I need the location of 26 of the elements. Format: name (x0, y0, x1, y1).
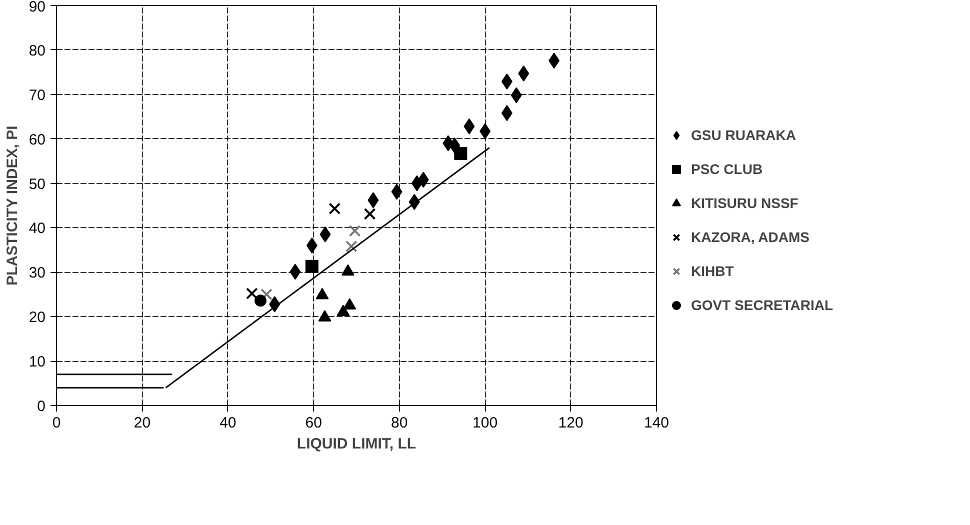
y-tick-label: 80 (28, 42, 46, 60)
legend-label: PSC CLUB (691, 161, 763, 177)
legend-label: GSU RUARAKA (691, 127, 796, 143)
y-tick-label: 10 (28, 354, 46, 371)
y-tick-label: 30 (28, 264, 46, 282)
x-tick-label: 100 (472, 414, 498, 432)
x-axis-title: LIQUID LIMIT, LL (296, 436, 416, 452)
y-axis-title: PLASTICITY INDEX, PI (4, 126, 21, 286)
x-tick-label: 0 (52, 414, 61, 432)
x-tick-label: 140 (644, 414, 670, 432)
x-tick-label: 20 (134, 414, 151, 432)
x-tick-label: 120 (558, 414, 584, 432)
y-tick-label: 60 (28, 131, 46, 148)
y-tick-label: 40 (28, 220, 46, 238)
x-tick-label: 60 (305, 414, 322, 432)
x-tick-label: 40 (220, 414, 236, 432)
legend-label: KITISURU NSSF (691, 195, 798, 211)
y-tick-label: 20 (28, 309, 46, 326)
legend-label: KIHBT (691, 263, 734, 279)
y-tick-label: 50 (28, 176, 46, 193)
legend-label: KAZORA, ADAMS (691, 229, 810, 245)
x-tick-label: 80 (391, 414, 408, 432)
legend-label: GOVT SECRETARIAL (691, 297, 834, 313)
y-tick-label: 70 (28, 86, 46, 104)
y-tick-label: 0 (37, 398, 46, 415)
y-tick-label: 90 (28, 0, 46, 16)
